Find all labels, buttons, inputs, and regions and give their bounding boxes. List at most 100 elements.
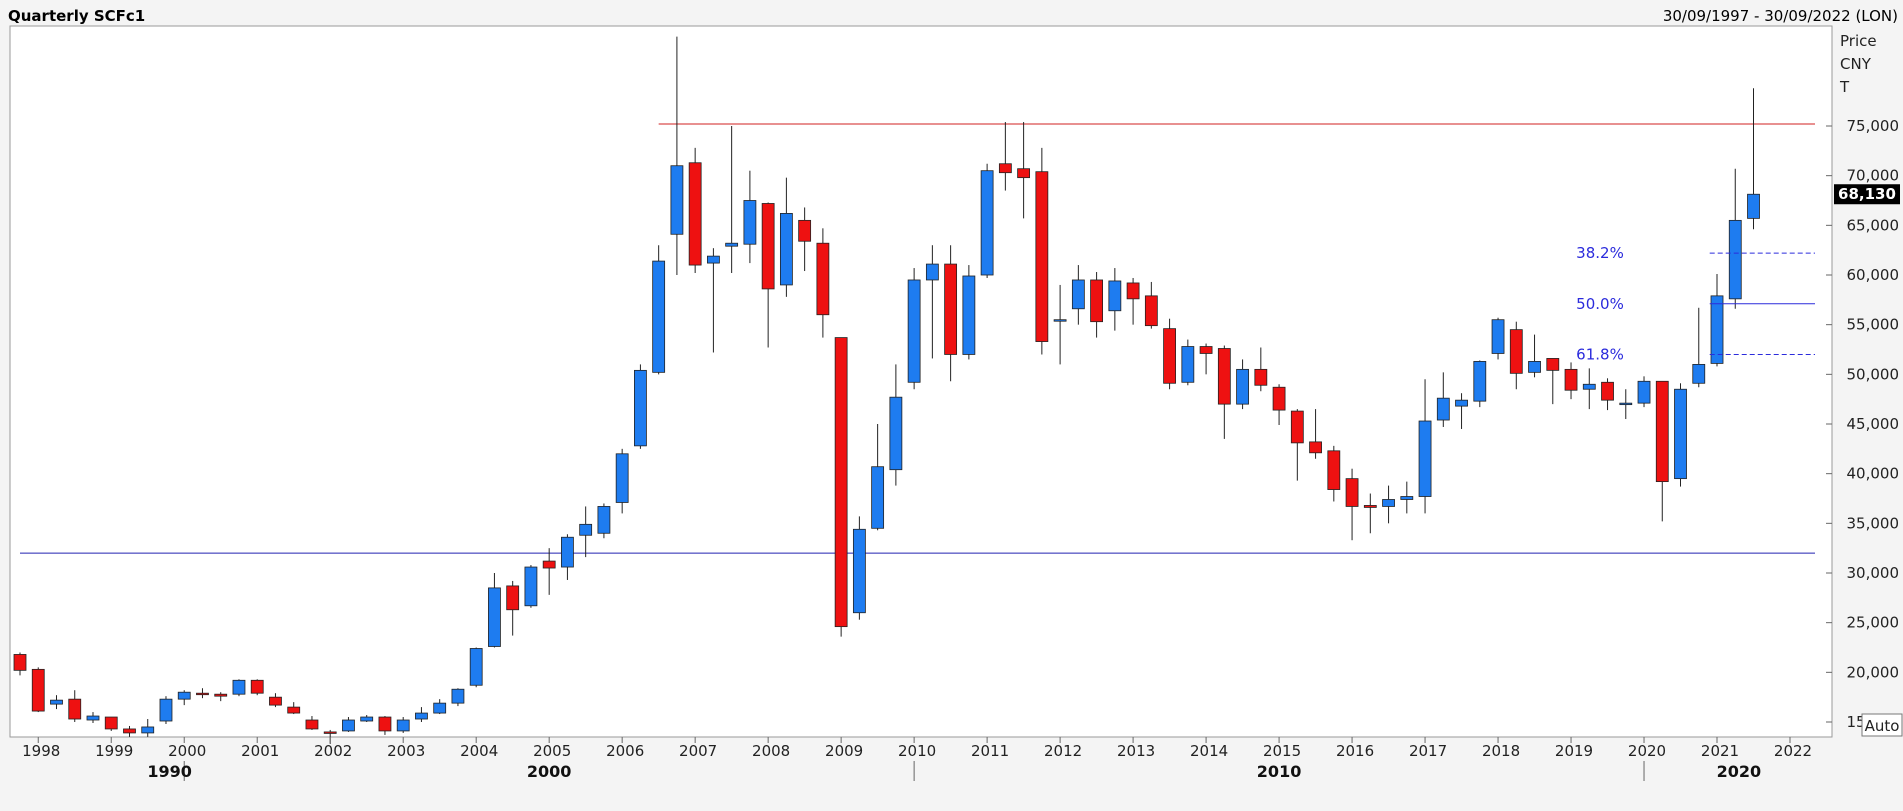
candle [232,679,246,697]
candle-up-body [1053,319,1067,322]
decade-label: 2010 [1257,762,1302,781]
x-tick-label: 2009 [825,742,863,760]
candle [907,268,921,390]
candle-down-body [1017,168,1031,179]
candle [852,516,866,620]
candle-up-body [962,275,976,355]
candle [1601,378,1614,411]
x-tick-label: 2011 [971,742,1009,760]
candle-up-body [1455,399,1468,407]
candle [1564,362,1578,400]
candle-up-body [1528,361,1541,373]
fib-label: 61.8% [1576,345,1624,363]
auto-button-label[interactable]: Auto [1865,717,1900,735]
candle-up-body [1418,420,1432,497]
candle [360,715,374,722]
candle [141,719,155,737]
candle [1108,268,1122,331]
candle [1582,368,1596,410]
candle [962,265,976,360]
candle-up-body [871,466,885,529]
fib-label: 38.2% [1576,244,1624,262]
candle [925,245,939,359]
x-tick-label: 2019 [1555,742,1593,760]
horizontal-lines [20,123,1815,554]
candle [1363,493,1377,534]
decade-label: 1990 [147,762,192,781]
candle-up-body [707,255,720,264]
candle-up-body [1637,380,1651,404]
y-tick-label: 70,000 [1847,167,1900,185]
candle-down-body [1199,346,1213,354]
candle-down-body [13,654,27,671]
auto-button-bg[interactable] [1861,713,1903,737]
candle [1017,122,1031,219]
candle [1436,372,1450,427]
decade-label: 2000 [527,762,572,781]
candle [1728,168,1742,309]
candle [214,692,228,702]
candle [998,122,1012,191]
candle-down-body [1655,380,1669,483]
candle [305,716,319,730]
last-price-tag: 68,130 [1834,184,1900,205]
candle-down-body [104,716,118,730]
auto-button[interactable]: Auto [1861,713,1903,737]
candle [1254,347,1268,392]
candle [1290,409,1304,481]
candle-up-body [469,648,483,686]
candle [488,573,501,648]
candle-down-body [250,679,264,694]
date-range: 30/09/1997 - 30/09/2022 (LON) [1663,7,1898,25]
candle [743,170,757,264]
candle [469,647,483,688]
candle-down-body [1509,329,1523,374]
x-tick-label: 2007 [679,742,717,760]
candle-up-body [141,726,155,734]
x-axis: 1998 1999 2000 2001 2002 2003 2004 2005 2006 2007… [22,737,1812,781]
candle-down-body [269,696,282,706]
y-tick-label: 75,000 [1847,117,1900,135]
x-tick-label: 1998 [22,742,60,760]
candle [196,688,209,699]
candle-down-body [1272,386,1286,411]
candle [542,548,556,595]
x-tick-label: 2017 [1409,742,1447,760]
candle [1181,339,1195,386]
candle-up-body [579,523,593,536]
x-tick-label: 1999 [95,742,133,760]
yaxis-caption-currency: CNY [1840,55,1872,73]
fibonacci-levels: 38.2% 50.0% 61.8% [1576,244,1815,363]
x-tick-label: 2020 [1628,742,1666,760]
candle [451,688,465,707]
candle [1655,380,1669,522]
candle [506,580,520,636]
candle-up-body [360,716,374,722]
candle [1400,481,1414,514]
candle-up-body [342,719,355,732]
candle [13,652,27,676]
candle [707,248,720,353]
candle-down-body [816,242,830,316]
candle-down-body [378,716,392,732]
candle [944,245,958,382]
candle-down-body [998,163,1012,174]
x-tick-label: 2018 [1482,742,1520,760]
candle [779,177,793,297]
candle [597,503,611,539]
y-tick-label: 45,000 [1847,415,1900,433]
candle-up-body [1692,363,1706,384]
candle-up-body [232,679,246,695]
x-tick-label: 2022 [1774,742,1812,760]
x-tick-label: 2021 [1701,742,1739,760]
candle [31,667,45,713]
candle-down-body [323,731,337,734]
y-tick-label: 35,000 [1847,514,1900,532]
candle-up-body [615,453,629,503]
candle [104,716,118,731]
candle [50,695,63,710]
candle [1546,358,1560,405]
candle [652,245,666,375]
candle-down-body [1090,279,1103,323]
